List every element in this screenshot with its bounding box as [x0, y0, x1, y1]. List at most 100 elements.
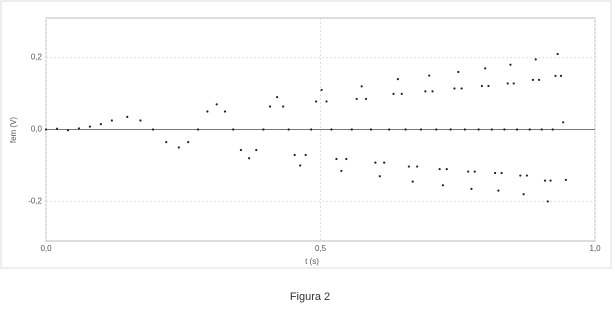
- data-point: [139, 119, 142, 122]
- data-point: [519, 174, 522, 177]
- data-point: [165, 140, 168, 144]
- data-point: [534, 58, 537, 61]
- data-point: [419, 128, 423, 131]
- data-point: [206, 110, 209, 113]
- data-point: [310, 128, 313, 131]
- chart-border: [0, 0, 612, 269]
- data-point: [477, 128, 480, 131]
- data-point: [564, 178, 568, 181]
- data-point: [512, 82, 515, 85]
- data-point: [360, 85, 363, 88]
- data-point: [350, 128, 353, 131]
- data-point: [369, 128, 373, 131]
- data-point: [268, 105, 272, 108]
- data-point: [299, 164, 302, 167]
- data-point: [388, 128, 391, 131]
- data-point: [467, 170, 470, 173]
- x-tick-label: 0,5: [315, 244, 327, 253]
- data-point: [55, 127, 59, 130]
- data-point: [355, 97, 358, 101]
- data-point: [546, 200, 549, 203]
- data-point: [404, 128, 407, 131]
- data-point: [531, 78, 535, 81]
- data-point: [554, 74, 557, 78]
- data-point: [543, 179, 547, 182]
- data-point: [431, 90, 434, 93]
- data-point: [392, 92, 395, 95]
- data-point: [500, 171, 503, 175]
- data-point: [304, 153, 307, 157]
- data-point: [487, 84, 490, 88]
- data-point: [335, 157, 338, 161]
- data-point: [506, 82, 509, 85]
- data-point: [330, 128, 333, 131]
- data-point: [320, 88, 323, 92]
- data-point: [463, 128, 466, 131]
- data-point: [556, 52, 559, 56]
- data-point: [396, 78, 400, 81]
- data-point: [44, 128, 48, 131]
- data-point: [88, 125, 92, 128]
- data-point: [522, 193, 525, 196]
- data-point: [503, 128, 506, 131]
- data-point: [549, 179, 552, 182]
- data-point: [196, 128, 200, 131]
- data-point: [484, 67, 487, 70]
- data-point: [493, 171, 497, 175]
- data-point: [480, 84, 484, 88]
- data-point: [340, 169, 343, 172]
- data-point: [473, 170, 476, 173]
- data-point: [449, 128, 452, 131]
- data-point: [424, 90, 427, 93]
- data-point: [457, 70, 460, 74]
- data-point: [215, 103, 218, 106]
- y-tick-label: 0,2: [31, 53, 43, 62]
- data-point: [345, 157, 348, 161]
- data-point: [99, 123, 102, 126]
- data-point: [177, 146, 180, 149]
- data-point: [551, 128, 554, 131]
- data-point: [66, 129, 70, 132]
- data-point: [509, 63, 512, 66]
- data-point: [528, 128, 531, 131]
- y-tick-label: 0,0: [31, 125, 43, 134]
- data-point: [248, 157, 251, 160]
- data-point: [497, 189, 500, 192]
- data-point: [110, 119, 113, 122]
- data-point: [383, 161, 386, 164]
- data-point: [151, 128, 155, 131]
- data-point: [325, 100, 328, 103]
- data-point: [435, 128, 438, 131]
- data-point: [282, 105, 285, 108]
- data-point: [223, 110, 227, 113]
- data-point: [453, 87, 456, 90]
- data-point: [315, 100, 318, 103]
- data-point: [438, 167, 441, 171]
- data-point: [378, 175, 381, 178]
- data-point: [407, 165, 410, 168]
- data-point: [276, 96, 279, 99]
- data-point: [540, 128, 543, 131]
- data-point: [416, 165, 419, 168]
- x-axis-label: t (s): [305, 257, 319, 266]
- data-point: [126, 115, 129, 119]
- data-point: [525, 174, 529, 177]
- data-point: [490, 128, 493, 131]
- data-point: [441, 184, 445, 187]
- data-point: [428, 74, 431, 77]
- x-tick-label: 0,0: [40, 244, 52, 253]
- y-axis-label: fem (V): [9, 117, 18, 144]
- data-point: [239, 148, 242, 152]
- caption: Figura 2: [290, 291, 330, 303]
- data-point: [293, 153, 296, 157]
- data-point: [232, 128, 235, 131]
- data-point: [460, 87, 463, 90]
- data-point: [562, 121, 565, 124]
- data-point: [187, 140, 190, 144]
- data-point: [400, 92, 403, 95]
- y-tick-label: -0,2: [28, 197, 42, 206]
- data-point: [77, 127, 81, 130]
- data-point: [559, 74, 563, 78]
